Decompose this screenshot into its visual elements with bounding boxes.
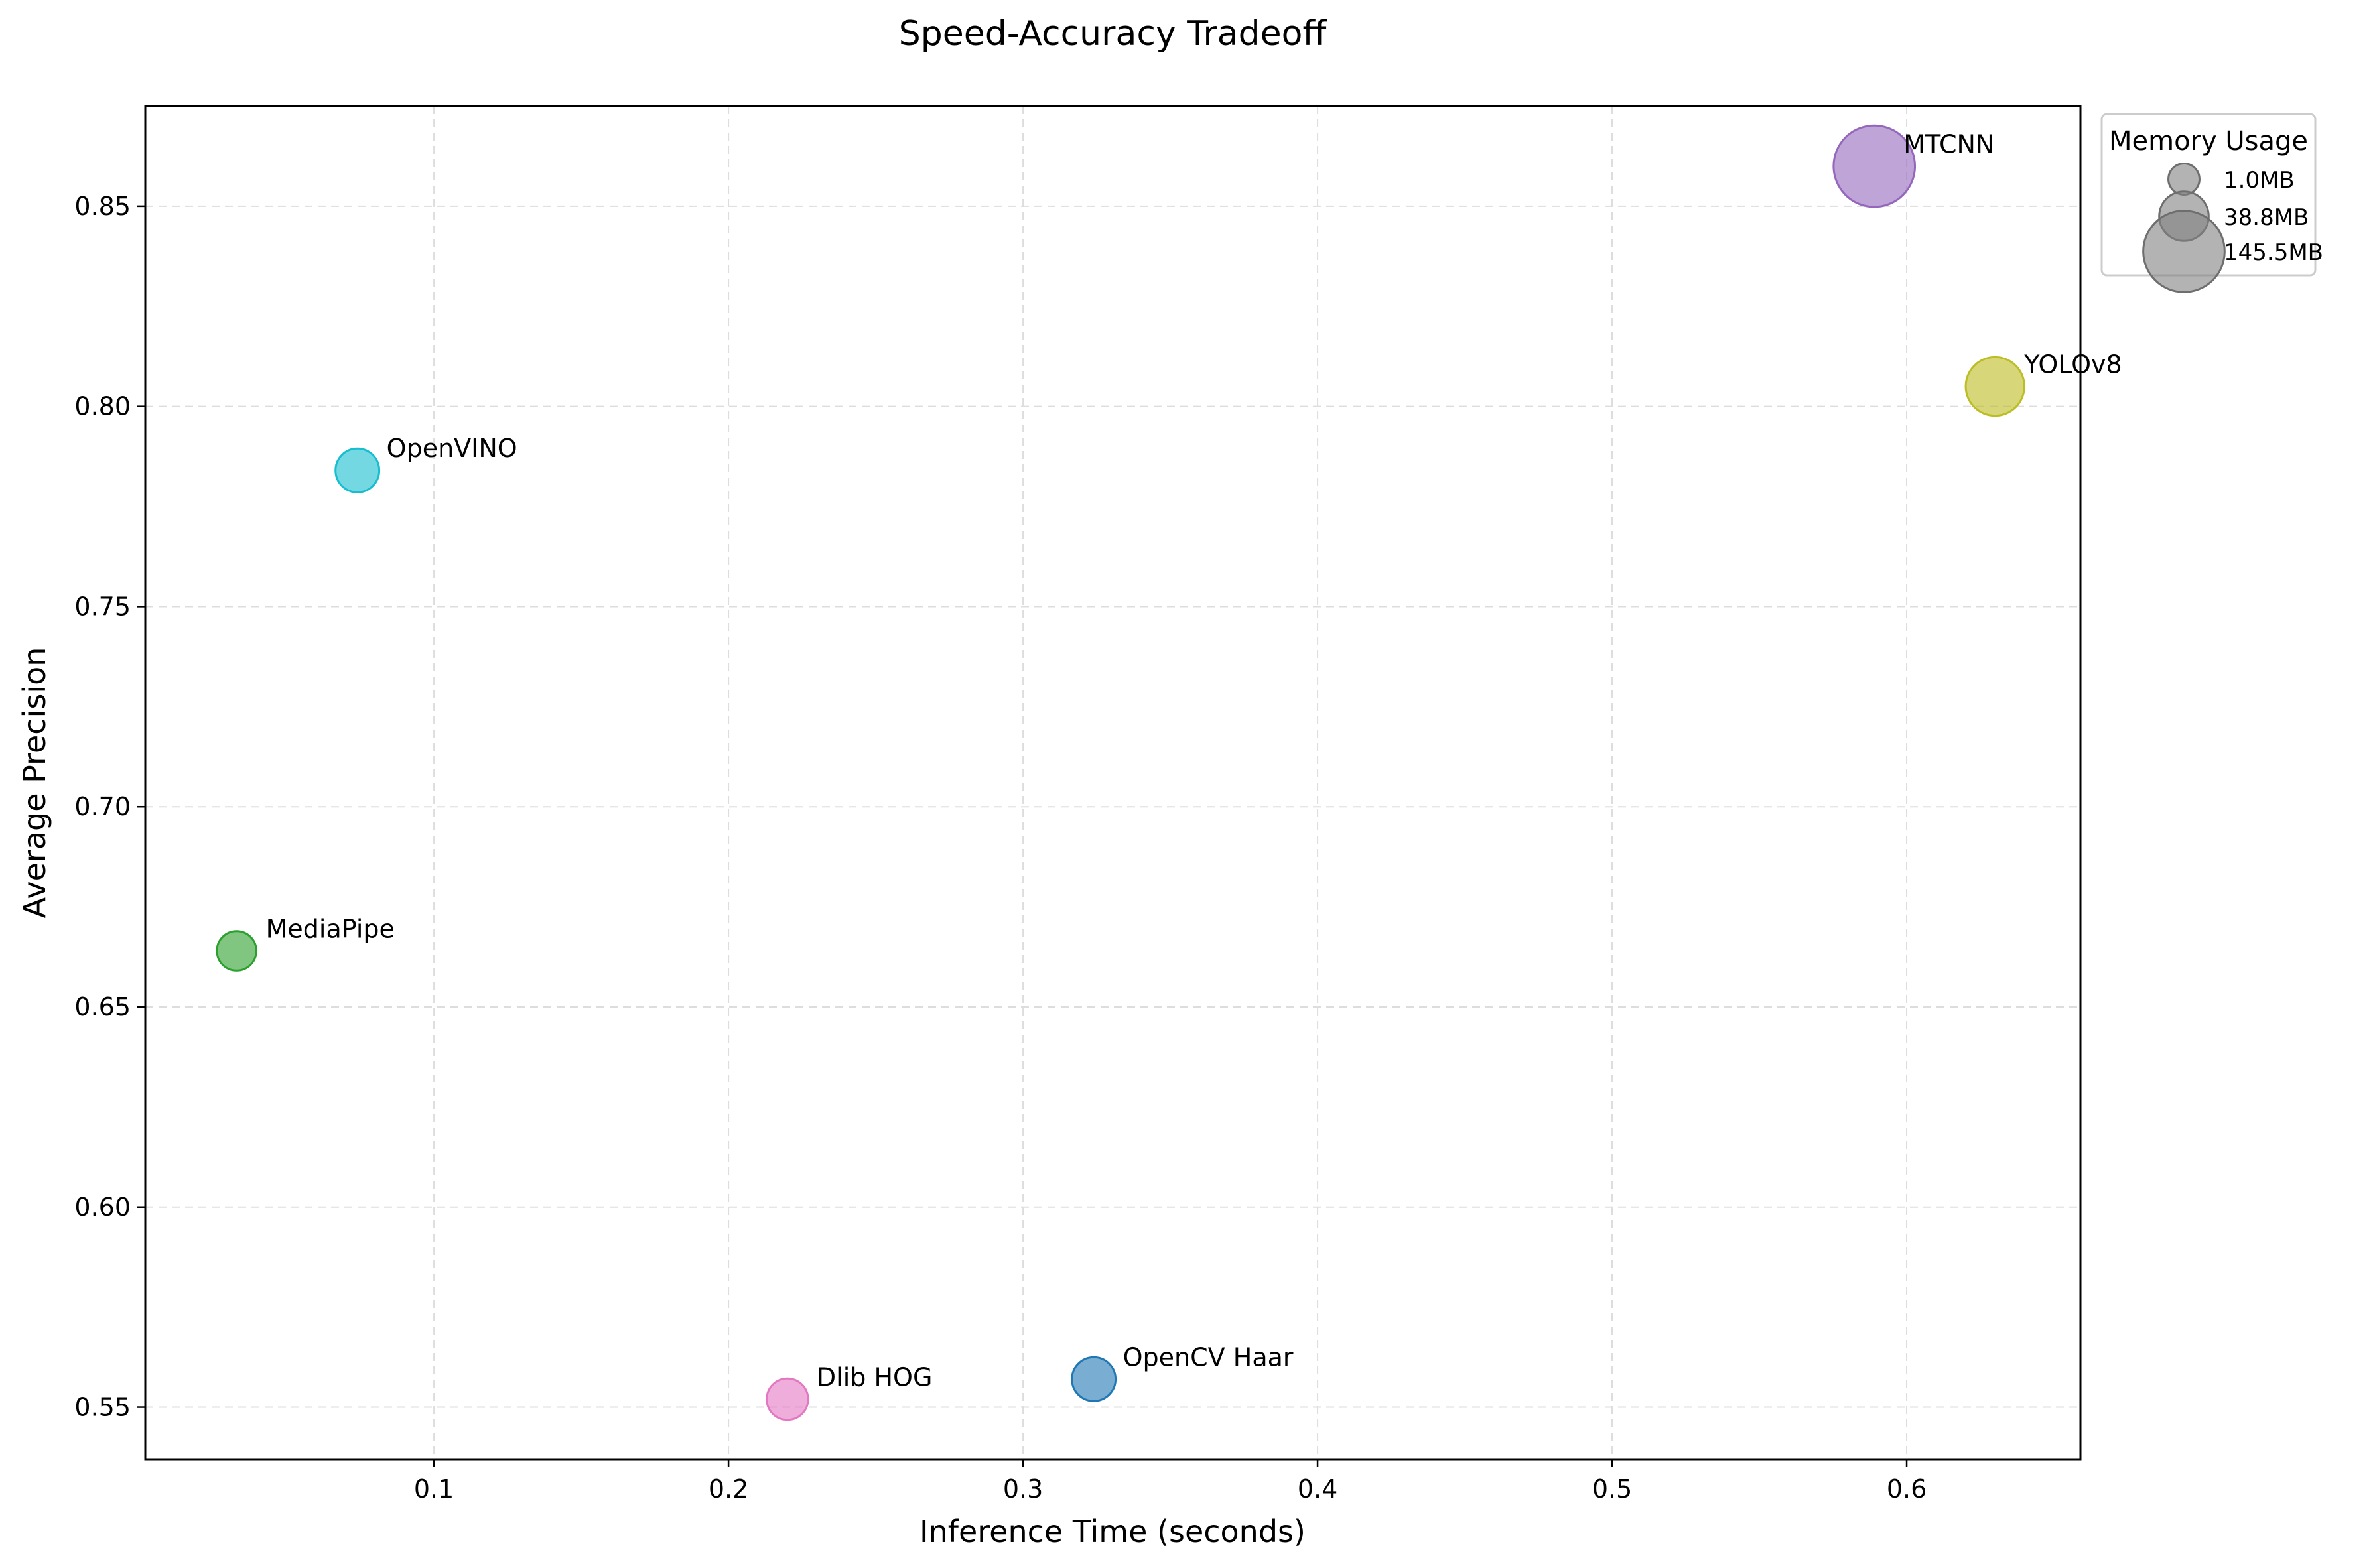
data-point bbox=[1071, 1356, 1117, 1402]
data-point bbox=[766, 1377, 809, 1421]
data-point bbox=[1832, 124, 1917, 208]
data-point-label: OpenVINO bbox=[387, 434, 517, 463]
data-point-label: OpenCV Haar bbox=[1123, 1342, 1294, 1372]
x-tick-label: 0.1 bbox=[414, 1474, 454, 1504]
data-point-label: YOLOv8 bbox=[2023, 350, 2122, 379]
plot-frame bbox=[144, 105, 2082, 1461]
legend-title: Memory Usage bbox=[2109, 126, 2308, 157]
legend-marker bbox=[2167, 163, 2201, 196]
x-tick-label: 0.6 bbox=[1887, 1474, 1927, 1504]
x-axis-ticks: 0.1 0.2 0.3 0.4 0.5 0.6 bbox=[414, 1459, 1927, 1504]
data-point bbox=[216, 930, 257, 972]
legend-label: 1.0MB bbox=[2224, 167, 2295, 194]
data-point-label: MTCNN bbox=[1903, 130, 1994, 159]
y-axis-label: Average Precision bbox=[17, 647, 52, 919]
y-tick-label: 0.80 bbox=[74, 392, 131, 421]
legend-label: 145.5MB bbox=[2224, 239, 2323, 266]
grid-lines bbox=[145, 106, 2080, 1459]
x-tick-label: 0.4 bbox=[1298, 1474, 1337, 1504]
legend: Memory Usage 1.0MB 38.8MB 145.5MB bbox=[2100, 113, 2323, 293]
legend-marker bbox=[2142, 210, 2226, 293]
y-tick-label: 0.65 bbox=[74, 992, 131, 1021]
x-axis-label: Inference Time (seconds) bbox=[919, 1514, 1306, 1549]
legend-entries: 1.0MB 38.8MB 145.5MB bbox=[2142, 163, 2323, 293]
y-axis-ticks: 0.55 0.60 0.65 0.70 0.75 0.80 0.85 bbox=[74, 192, 145, 1422]
y-tick-label: 0.55 bbox=[74, 1393, 131, 1422]
x-tick-label: 0.3 bbox=[1003, 1474, 1043, 1504]
y-tick-label: 0.85 bbox=[74, 192, 131, 221]
data-point-label: Dlib HOG bbox=[817, 1362, 933, 1392]
data-point bbox=[1964, 356, 2025, 417]
y-tick-label: 0.75 bbox=[74, 592, 131, 621]
point-labels: OpenCV Haar MediaPipe MTCNN Dlib HOG YOLOv8 O… bbox=[266, 130, 2122, 1392]
data-point-label: MediaPipe bbox=[266, 914, 395, 943]
legend-label: 38.8MB bbox=[2224, 204, 2309, 231]
x-tick-label: 0.5 bbox=[1592, 1474, 1632, 1504]
data-points bbox=[216, 124, 2025, 1421]
x-tick-label: 0.2 bbox=[709, 1474, 748, 1504]
y-tick-label: 0.70 bbox=[74, 792, 131, 821]
chart-title: Speed-Accuracy Tradeoff bbox=[899, 14, 1327, 54]
y-tick-label: 0.60 bbox=[74, 1193, 131, 1222]
data-point bbox=[334, 447, 381, 493]
